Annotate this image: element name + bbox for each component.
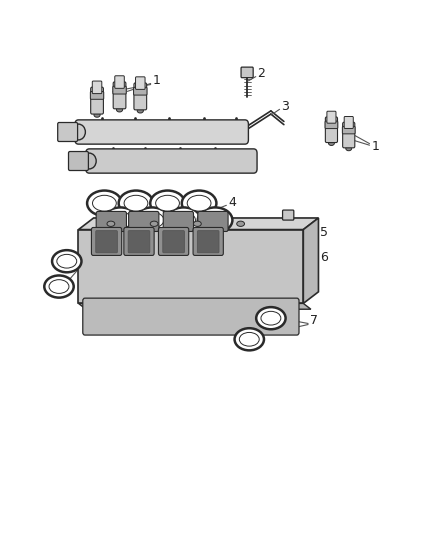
Text: 2: 2 xyxy=(258,67,265,80)
FancyBboxPatch shape xyxy=(68,151,88,171)
Ellipse shape xyxy=(49,280,69,293)
FancyBboxPatch shape xyxy=(198,231,219,253)
FancyBboxPatch shape xyxy=(124,228,154,255)
FancyBboxPatch shape xyxy=(86,149,257,173)
Ellipse shape xyxy=(182,191,216,216)
FancyBboxPatch shape xyxy=(58,123,78,141)
Ellipse shape xyxy=(71,124,85,140)
FancyBboxPatch shape xyxy=(325,121,338,128)
FancyBboxPatch shape xyxy=(90,92,104,99)
FancyBboxPatch shape xyxy=(163,212,194,231)
Text: 7: 7 xyxy=(69,259,77,271)
FancyBboxPatch shape xyxy=(96,231,117,253)
Text: 5: 5 xyxy=(320,225,328,239)
FancyBboxPatch shape xyxy=(128,231,150,253)
FancyBboxPatch shape xyxy=(163,231,184,253)
FancyBboxPatch shape xyxy=(129,212,159,231)
FancyBboxPatch shape xyxy=(91,87,103,114)
FancyBboxPatch shape xyxy=(193,228,223,255)
FancyBboxPatch shape xyxy=(198,212,228,231)
Ellipse shape xyxy=(92,195,117,211)
Text: 6: 6 xyxy=(320,251,328,263)
Text: 7: 7 xyxy=(310,314,318,327)
Ellipse shape xyxy=(57,254,77,268)
FancyBboxPatch shape xyxy=(135,77,145,90)
FancyBboxPatch shape xyxy=(159,228,189,255)
FancyBboxPatch shape xyxy=(343,122,355,148)
Text: 4: 4 xyxy=(228,196,236,208)
Ellipse shape xyxy=(346,146,352,151)
Ellipse shape xyxy=(107,221,115,227)
Ellipse shape xyxy=(155,195,180,211)
FancyBboxPatch shape xyxy=(83,298,299,335)
Text: 3: 3 xyxy=(281,100,289,113)
Ellipse shape xyxy=(166,207,201,233)
Polygon shape xyxy=(78,218,318,230)
Ellipse shape xyxy=(119,191,153,216)
FancyBboxPatch shape xyxy=(241,67,253,78)
Ellipse shape xyxy=(187,195,211,211)
Ellipse shape xyxy=(82,153,96,169)
Text: 1: 1 xyxy=(152,74,160,87)
Ellipse shape xyxy=(172,212,195,228)
Ellipse shape xyxy=(328,141,334,146)
Ellipse shape xyxy=(109,212,132,228)
FancyBboxPatch shape xyxy=(75,120,248,144)
Ellipse shape xyxy=(235,328,264,350)
Ellipse shape xyxy=(137,108,143,113)
Ellipse shape xyxy=(237,221,244,227)
Polygon shape xyxy=(78,303,311,309)
FancyBboxPatch shape xyxy=(92,81,102,94)
Ellipse shape xyxy=(261,311,281,325)
FancyBboxPatch shape xyxy=(325,117,338,142)
Ellipse shape xyxy=(256,307,286,329)
FancyBboxPatch shape xyxy=(327,111,336,123)
Ellipse shape xyxy=(94,112,100,117)
Polygon shape xyxy=(78,230,304,303)
FancyBboxPatch shape xyxy=(113,82,126,109)
Polygon shape xyxy=(304,218,318,303)
Ellipse shape xyxy=(150,191,185,216)
Ellipse shape xyxy=(150,221,158,227)
Ellipse shape xyxy=(52,250,81,272)
Ellipse shape xyxy=(239,333,259,346)
Ellipse shape xyxy=(103,207,138,233)
FancyBboxPatch shape xyxy=(343,126,355,134)
Ellipse shape xyxy=(117,107,123,112)
Ellipse shape xyxy=(87,191,122,216)
Ellipse shape xyxy=(140,212,164,228)
Ellipse shape xyxy=(134,207,169,233)
FancyBboxPatch shape xyxy=(115,76,124,88)
FancyBboxPatch shape xyxy=(134,87,147,95)
FancyBboxPatch shape xyxy=(96,212,127,231)
Ellipse shape xyxy=(124,195,148,211)
Text: 1: 1 xyxy=(371,140,379,153)
FancyBboxPatch shape xyxy=(134,83,147,110)
Ellipse shape xyxy=(44,276,74,297)
FancyBboxPatch shape xyxy=(92,228,122,255)
Ellipse shape xyxy=(198,207,233,233)
Ellipse shape xyxy=(194,221,201,227)
Ellipse shape xyxy=(203,212,227,228)
FancyBboxPatch shape xyxy=(283,210,294,220)
FancyBboxPatch shape xyxy=(344,117,353,128)
FancyBboxPatch shape xyxy=(113,86,126,94)
